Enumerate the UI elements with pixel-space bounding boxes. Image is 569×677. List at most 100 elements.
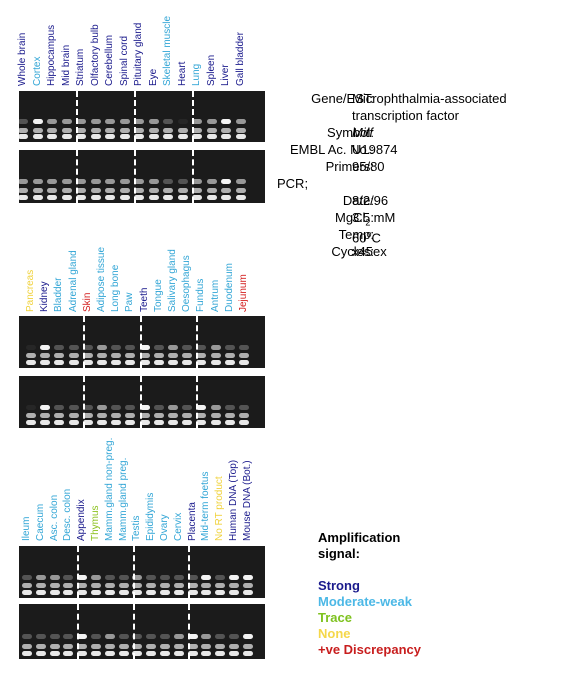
gel-band	[139, 420, 150, 426]
legend-none: None	[318, 626, 351, 641]
lane-label-caecum: Caecum	[34, 503, 46, 541]
date-value: 8/2/96	[352, 193, 389, 208]
gel-band	[19, 195, 28, 201]
gel-band	[125, 344, 136, 350]
lane-label-adrenal-gland: Adrenal gland	[67, 250, 79, 312]
gel-band	[173, 643, 184, 649]
gel-band	[182, 353, 193, 359]
gel-band	[82, 360, 93, 366]
gel-band	[139, 344, 150, 350]
gel-band	[160, 574, 170, 580]
lane-label-ileum: Ileum	[21, 516, 32, 541]
lane-label-heart: Heart	[176, 61, 188, 86]
gel-band	[77, 583, 88, 589]
gel-band	[192, 188, 202, 194]
gel-band	[104, 634, 115, 640]
lane-label-mid-term-foetus: Mid-term foetus	[200, 471, 212, 541]
lane-divider	[77, 604, 80, 659]
gel-band	[61, 119, 72, 125]
lane-label-skin: Skin	[81, 292, 93, 312]
gel-band	[221, 127, 231, 133]
lane-label-spleen: Spleen	[205, 54, 217, 86]
gel-band	[47, 127, 57, 133]
lane-label-whole-brain: Whole brain	[17, 32, 28, 86]
gel-band	[224, 344, 235, 350]
gel-band	[111, 353, 122, 359]
gel-band	[77, 650, 88, 656]
panel-1-gel-bottom	[19, 150, 265, 203]
lane-divider	[133, 150, 136, 203]
gel-band	[160, 643, 170, 649]
gel-band	[160, 583, 170, 589]
lane-divider	[139, 376, 142, 428]
lane-divider	[139, 316, 142, 368]
gel-band	[132, 634, 143, 640]
gel-band	[125, 360, 136, 366]
lane-divider	[77, 546, 80, 598]
lane-label-mouse-dna-bot: Mouse DNA (Bot.)	[241, 460, 253, 541]
gel-band	[215, 643, 226, 649]
gel-band	[146, 634, 157, 640]
gel-band	[163, 195, 173, 201]
gel-band	[168, 353, 178, 359]
gel-band	[196, 344, 207, 350]
gel-band	[192, 179, 202, 185]
gel-band	[173, 650, 184, 656]
amplification-legend: Amplification signal: Strong Moderate-we…	[318, 530, 421, 658]
panel-2-gel-top	[19, 316, 265, 368]
gel-band	[153, 344, 164, 350]
gel-band	[160, 590, 170, 596]
gel-band	[153, 404, 164, 410]
gel-band	[148, 188, 159, 194]
gel-band	[192, 134, 202, 140]
lane-divider	[132, 546, 135, 598]
lane-label-mamm-gland-preg: Mamm.gland preg.	[117, 457, 129, 541]
gel-band	[177, 188, 188, 194]
lane-label-human-dna-top: Human DNA (Top)	[228, 459, 239, 541]
gel-band	[192, 195, 202, 201]
gel-band	[97, 413, 107, 419]
symbol-row: Symbol: Mitf	[277, 124, 567, 141]
lane-label-skeletal-muscle: Skeletal muscle	[162, 15, 173, 86]
gel-band	[229, 583, 239, 589]
pcr-key: PCR;	[277, 176, 309, 191]
panel-3-gel-bottom	[19, 604, 265, 659]
gel-band	[146, 574, 157, 580]
lane-label-thymus: Thymus	[90, 505, 101, 541]
gel-band	[47, 134, 57, 140]
lane-label-cortex: Cortex	[31, 56, 43, 86]
embl-row: EMBL Ac. No.: U19874	[277, 141, 567, 158]
gel-band	[242, 590, 253, 596]
gene-row-2: transcription factor	[277, 107, 567, 124]
symbol-key: Symbol:	[327, 125, 374, 140]
gel-band	[221, 188, 231, 194]
gel-band	[168, 344, 178, 350]
legend-moderate-weak: Moderate-weak	[318, 594, 412, 609]
gel-band	[196, 420, 207, 426]
gel-band	[82, 404, 93, 410]
gel-band	[173, 634, 184, 640]
gel-band	[22, 643, 32, 649]
gel-band	[224, 353, 235, 359]
temp-value-wrap: 60oC	[352, 226, 381, 246]
gel-band	[221, 195, 231, 201]
gel-band	[32, 134, 43, 140]
gel-band	[224, 413, 235, 419]
gel-band	[235, 195, 246, 201]
gel-band	[134, 179, 144, 185]
lane-label-gall-bladder: Gall bladder	[234, 32, 246, 86]
gel-band	[206, 134, 217, 140]
gel-band	[118, 590, 129, 596]
gel-band	[63, 634, 74, 640]
gel-band	[134, 188, 144, 194]
gel-band	[35, 583, 46, 589]
mgcl-row: MgCl2: 3.5 mM	[277, 209, 567, 228]
lane-divider	[191, 150, 194, 203]
gel-band	[132, 643, 143, 649]
gel-band	[125, 353, 136, 359]
gel-band	[201, 643, 212, 649]
gel-band	[242, 574, 253, 580]
gel-band	[54, 360, 65, 366]
legend-strong: Strong	[318, 578, 360, 593]
gel-band	[40, 420, 51, 426]
